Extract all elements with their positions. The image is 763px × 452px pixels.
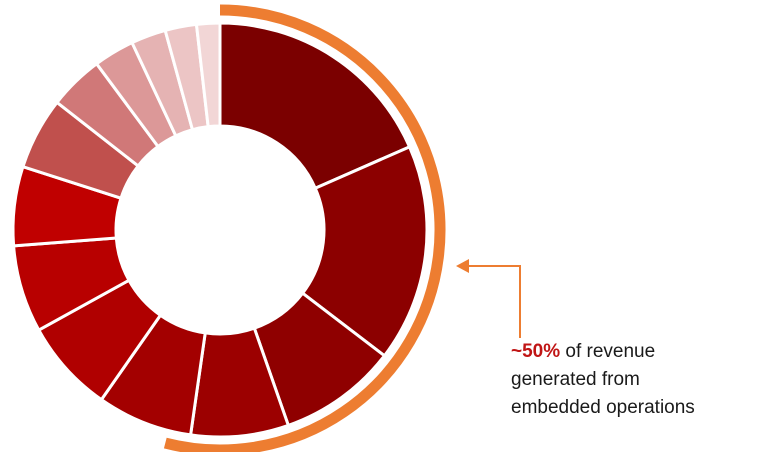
donut-slices [11, 21, 429, 439]
callout-arrow-head [456, 259, 469, 273]
donut-slice-2 [300, 144, 429, 358]
donut-slice-14 [194, 21, 222, 129]
callout-percent: ~50% [511, 341, 561, 362]
callout-arrow-line [466, 265, 521, 338]
highlight-arc [163, 4, 446, 452]
callout-line-1-rest: of revenue [560, 341, 656, 362]
callout-line-3: embedded operations [511, 397, 695, 418]
callout-line-2: generated from [511, 369, 640, 390]
callout-line-1: ~50% of revenue [511, 338, 695, 366]
callout-text: ~50% of revenue generated from embedded … [511, 338, 695, 422]
donut-slice-1 [218, 21, 412, 191]
